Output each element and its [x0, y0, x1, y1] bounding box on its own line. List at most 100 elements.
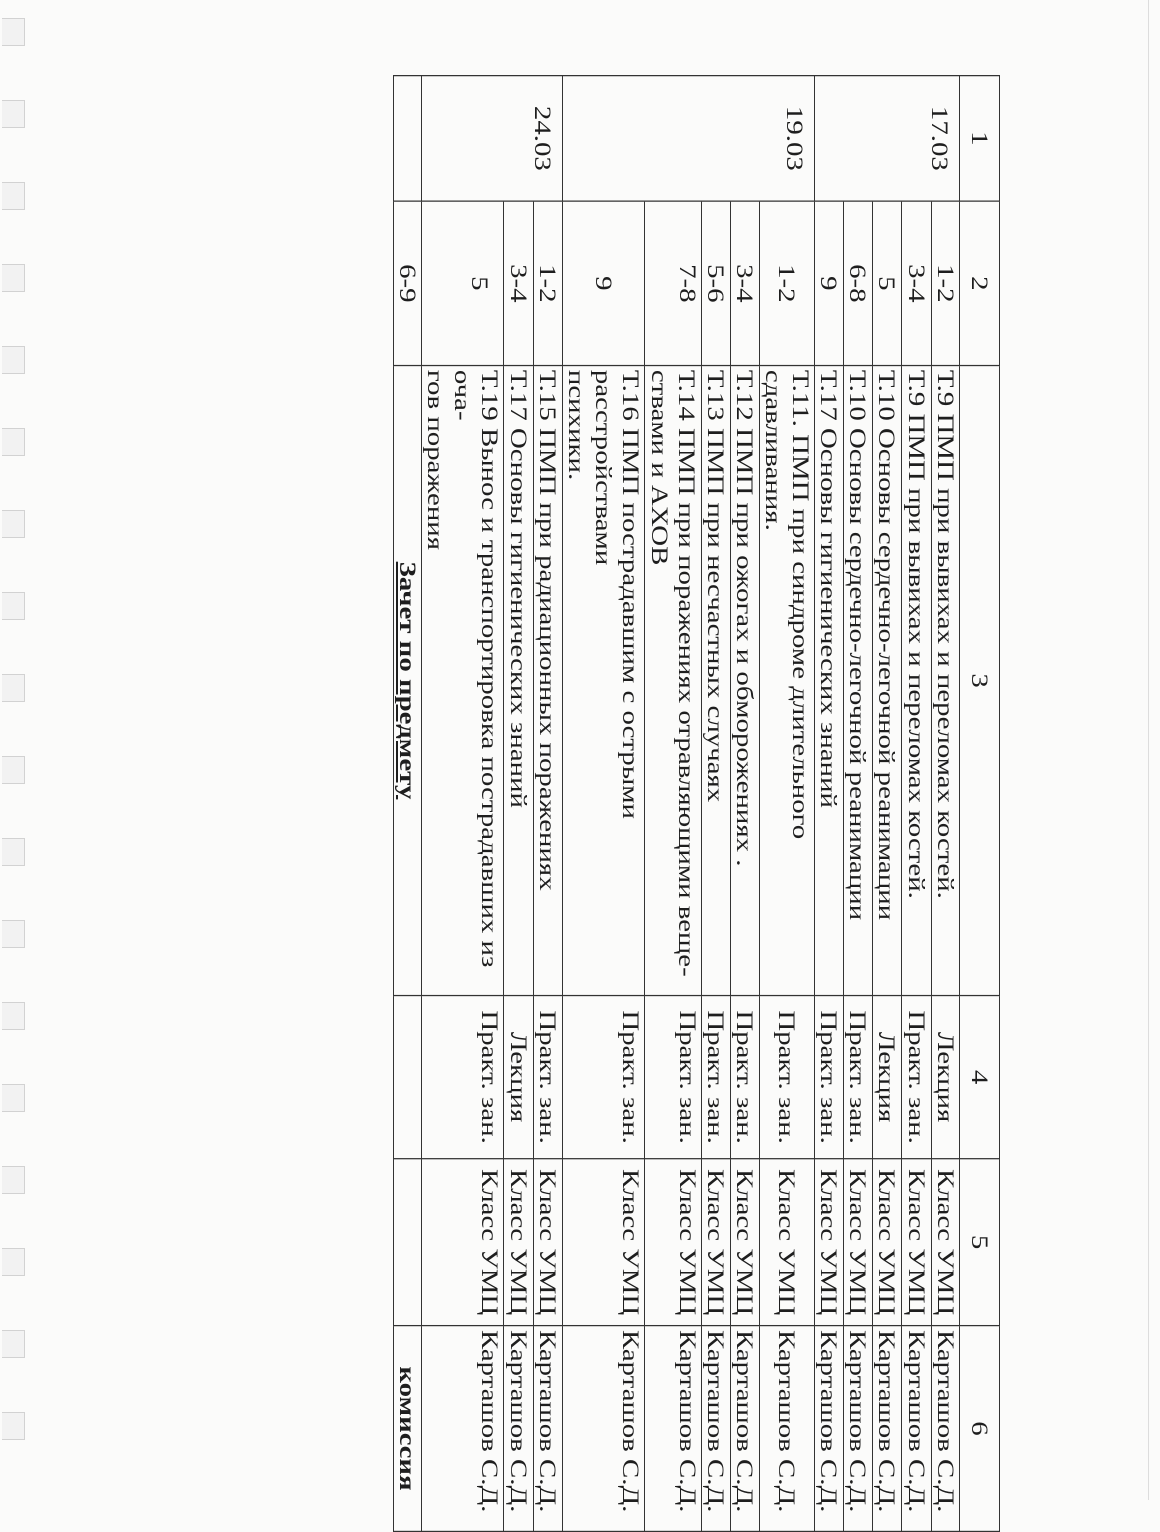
pair-cell: 3-4 — [503, 201, 534, 366]
place-cell: Класс УМЦ — [701, 1158, 731, 1326]
date-cell: 17.03 — [814, 75, 960, 202]
teacher-cell: Карташов С.Д. — [872, 1325, 902, 1532]
table-row: 3-4 Т.17 Основы гигиенических знаний Лек… — [503, 76, 534, 1532]
binding-hole — [2, 592, 25, 620]
table-row: 6-8 Т.10 Основы сердечно-легочной реаним… — [843, 76, 873, 1532]
pair-cell: 1-2 — [533, 201, 563, 366]
table-row-final: 6-9 Зачет по предмету комиссия — [393, 75, 422, 1532]
topic-cell: Т.9 ПМП при вывихах и переломах костей. — [931, 365, 960, 996]
table-row: 3-4 Т.12 ПМП при ожогах и обморожениях .… — [730, 76, 760, 1532]
teacher-cell: Карташов С.Д. — [730, 1325, 760, 1532]
pair-cell: 1-2 — [759, 201, 815, 366]
type-cell: Практ. зан. — [562, 995, 645, 1159]
pair-cell: 5 — [872, 201, 902, 366]
binding-hole — [2, 1330, 25, 1358]
type-cell: Практ. зан. — [901, 995, 932, 1159]
topic-cell: Т.19 Вынос и транспортировка пострадавши… — [421, 365, 504, 996]
type-cell: Практ. зан. — [843, 995, 873, 1159]
teacher-cell: Карташов С.Д. — [562, 1325, 645, 1532]
type-cell: Практ. зан. — [644, 995, 702, 1159]
place-cell: Класс УМЦ — [562, 1158, 645, 1326]
binding-hole — [2, 346, 25, 374]
header-cell: 5 — [959, 1158, 1000, 1326]
topic-cell: Т.10 Основы сердечно-легочной реанимации — [872, 365, 902, 996]
pair-cell: 5 — [421, 201, 504, 366]
binding-hole — [2, 510, 25, 538]
teacher-cell: Карташов С.Д. — [421, 1325, 504, 1532]
table-row: 19.03 1-2 Т.11. ПМП при синдроме длитель… — [562, 75, 815, 1532]
sheet-edge — [1148, 0, 1149, 1500]
teacher-cell: Карташов С.Д. — [759, 1325, 815, 1532]
binding-hole — [2, 182, 25, 210]
table-row: 5 Т.10 Основы сердечно-легочной реанимац… — [872, 76, 902, 1532]
topic-cell: Т.15 ПМП при радиационных поражениях — [533, 365, 563, 996]
type-cell: Практ. зан. — [759, 995, 815, 1159]
topic-cell: Т.14 ПМП при поражениях отравляющими вещ… — [644, 365, 702, 996]
schedule-table: 1 2 3 4 5 6 17.03 1-2 Т.9 ПМП при вывиха… — [393, 75, 1000, 1532]
pair-cell: 9 — [814, 201, 844, 366]
topic-cell: Т.12 ПМП при ожогах и обморожениях . — [730, 365, 760, 996]
place-cell: Класс УМЦ — [901, 1158, 932, 1326]
table-row: 9 Т.16 ПМП пострадавшим с острыми расстр… — [562, 76, 645, 1532]
table-row: 5-6 Т.13 ПМП при несчастных случаях Прак… — [701, 76, 731, 1532]
pair-cell: 3-4 — [901, 201, 932, 366]
binding-hole — [2, 1166, 25, 1194]
place-cell: Класс УМЦ — [931, 1158, 960, 1326]
topic-cell: Т.13 ПМП при несчастных случаях — [701, 365, 731, 996]
binding-hole — [2, 1084, 25, 1112]
teacher-cell: Карташов С.Д. — [901, 1325, 932, 1532]
topic-cell: Т.16 ПМП пострадавшим с острыми расстрой… — [562, 365, 645, 996]
place-cell: Класс УМЦ — [814, 1158, 844, 1326]
pair-cell: 7-8 — [644, 201, 702, 366]
topic-cell-exam: Зачет по предмету — [393, 365, 422, 996]
teacher-cell: Карташов С.Д. — [814, 1325, 844, 1532]
teacher-cell: Карташов С.Д. — [644, 1325, 702, 1532]
binding-hole — [2, 1248, 25, 1276]
type-cell: Практ. зан. — [814, 995, 844, 1159]
topic-cell: Т.9 ПМП при вывихах и переломах костей. — [901, 365, 932, 996]
topic-cell: Т.10 Основы сердечно-легочной реанимации — [843, 365, 873, 996]
place-cell: Класс УМЦ — [644, 1158, 702, 1326]
place-cell: Класс УМЦ — [872, 1158, 902, 1326]
teacher-cell: Карташов С.Д. — [843, 1325, 873, 1532]
pair-cell: 6-8 — [843, 201, 873, 366]
place-cell: Класс УМЦ — [421, 1158, 504, 1326]
pair-cell: 9 — [562, 201, 645, 366]
binding-hole — [2, 1412, 25, 1440]
binding-hole — [2, 100, 25, 128]
pair-cell: 5-6 — [701, 201, 731, 366]
table-row: 9 Т.17 Основы гигиенических знаний Практ… — [814, 76, 844, 1532]
pair-cell: 1-2 — [931, 201, 960, 366]
type-cell-empty — [393, 995, 422, 1159]
type-cell: Практ. зан. — [701, 995, 731, 1159]
topic-cell: Т.17 Основы гигиенических знаний — [503, 365, 534, 996]
table-row: 3-4 Т.9 ПМП при вывихах и переломах кост… — [901, 76, 932, 1532]
teacher-cell: Карташов С.Д. — [503, 1325, 534, 1532]
type-cell: Практ. зан. — [533, 995, 563, 1159]
table-row: 7-8 Т.14 ПМП при поражениях отравляющими… — [644, 76, 702, 1532]
binding-hole — [2, 264, 25, 292]
topic-cell: Т.11. ПМП при синдроме длительного сдавл… — [759, 365, 815, 996]
binding-hole — [2, 674, 25, 702]
place-cell: Класс УМЦ — [759, 1158, 815, 1326]
binding-hole — [2, 920, 25, 948]
table-row: 5 Т.19 Вынос и транспортировка пострадав… — [421, 76, 504, 1532]
header-cell: 2 — [959, 201, 1000, 366]
type-cell: Практ. зан. — [421, 995, 504, 1159]
binding-hole — [2, 428, 25, 456]
schedule-table-rotated: 1 2 3 4 5 6 17.03 1-2 Т.9 ПМП при вывиха… — [393, 75, 1000, 1532]
place-cell: Класс УМЦ — [730, 1158, 760, 1326]
table-row: 17.03 1-2 Т.9 ПМП при вывихах и перелома… — [814, 75, 960, 1532]
table-row: 24.03 1-2 Т.15 ПМП при радиационных пора… — [421, 75, 563, 1532]
date-cell: 24.03 — [421, 75, 563, 202]
binding-hole — [2, 838, 25, 866]
binding-hole — [2, 1002, 25, 1030]
place-cell-empty — [393, 1158, 422, 1326]
teacher-cell: комиссия — [393, 1325, 422, 1532]
date-cell-empty — [393, 75, 422, 202]
pair-cell: 6-9 — [393, 201, 422, 366]
teacher-cell: Карташов С.Д. — [533, 1325, 563, 1532]
place-cell: Класс УМЦ — [503, 1158, 534, 1326]
place-cell: Класс УМЦ — [533, 1158, 563, 1326]
date-cell: 19.03 — [562, 75, 815, 202]
